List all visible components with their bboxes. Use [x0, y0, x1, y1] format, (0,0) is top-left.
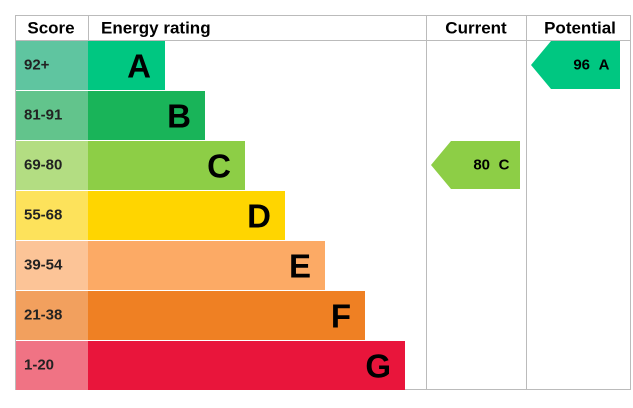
potential-value: 96 [573, 57, 590, 74]
score-range: 21-38 [24, 307, 62, 324]
current-letter: C [499, 157, 510, 174]
score-range: 39-54 [24, 257, 63, 274]
rating-letter: D [247, 198, 271, 235]
score-cell [16, 241, 88, 290]
rating-letter: G [365, 348, 391, 385]
potential-arrow [531, 41, 620, 89]
score-range: 1-20 [24, 357, 54, 374]
score-range: 69-80 [24, 157, 62, 174]
score-cell [16, 41, 88, 90]
score-range: 81-91 [24, 107, 62, 124]
rating-letter: B [167, 98, 191, 135]
score-cell [16, 341, 88, 390]
score-cell [16, 291, 88, 340]
rating-bar [88, 341, 405, 390]
rating-letter: F [331, 298, 351, 335]
rating-bar [88, 291, 365, 340]
rating-letter: E [289, 248, 311, 285]
rating-letter: A [127, 48, 151, 85]
rating-bar [88, 91, 205, 140]
rating-bar [88, 241, 325, 290]
header-score: Score [27, 19, 74, 38]
rating-bar [88, 191, 285, 240]
current-arrow [431, 141, 520, 189]
score-cell [16, 91, 88, 140]
potential-letter: A [599, 57, 610, 74]
header-rating: Energy rating [101, 19, 211, 38]
current-value: 80 [473, 157, 490, 174]
score-range: 55-68 [24, 207, 62, 224]
rating-bar [88, 141, 245, 190]
rating-letter: C [207, 148, 231, 185]
score-cell [16, 141, 88, 190]
rating-bar [88, 41, 165, 90]
header-current: Current [445, 19, 507, 38]
score-cell [16, 191, 88, 240]
header-potential: Potential [544, 19, 616, 38]
score-range: 92+ [24, 57, 50, 74]
